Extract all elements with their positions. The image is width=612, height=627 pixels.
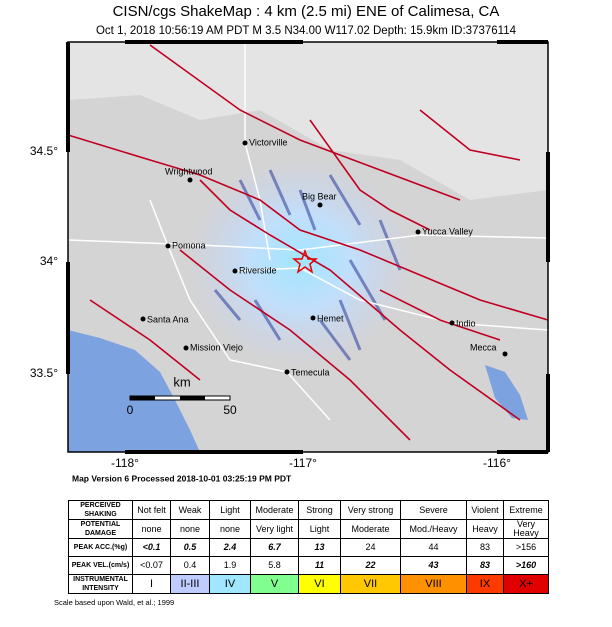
cities: Victorville Wrightwood Big Bear Yucca Va… [140, 137, 508, 377]
lon-label: -118° [111, 456, 139, 470]
table-cell: VII [340, 574, 401, 594]
table-cell: none [170, 519, 210, 539]
table-cell: VI [298, 574, 341, 594]
city-label: Mecca [470, 342, 497, 352]
table-cell: 5.8 [250, 556, 299, 575]
table-cell: V [250, 574, 299, 594]
table-row: POTENTIAL DAMAGE none none none Very light Li… [68, 519, 549, 539]
table-cell: Very strong [340, 500, 401, 520]
roads [67, 42, 549, 421]
scale-note: Scale based upon Wald, et al.; 1999 [54, 598, 174, 607]
table-cell: 0.4 [170, 556, 210, 575]
table-cell: none [209, 519, 251, 539]
table-cell: 24 [340, 538, 401, 557]
scale-start: 0 [127, 403, 134, 417]
table-cell: Extreme [503, 500, 549, 520]
lat-label: 34.5° [30, 144, 58, 158]
table-cell: IX [466, 574, 504, 594]
title: CISN/cgs ShakeMap : 4 km (2.5 mi) ENE of… [113, 3, 500, 20]
table-cell: 44 [400, 538, 467, 557]
table-cell: Very light [250, 519, 299, 539]
table-cell: X+ [503, 574, 549, 594]
map: Victorville Wrightwood Big Bear Yucca Va… [30, 40, 550, 470]
ocean [68, 330, 200, 452]
table-cell: 83 [466, 538, 504, 557]
row-label: PEAK ACC.(%g) [68, 538, 133, 557]
table-cell: <0.1 [132, 538, 171, 557]
table-cell: Light [209, 500, 251, 520]
table-cell: VIII [400, 574, 467, 594]
table-cell: Very Heavy [503, 519, 549, 539]
table-cell: Weak [170, 500, 210, 520]
table-cell: >160 [503, 556, 549, 575]
city-label: Yucca Valley [422, 226, 473, 236]
table-cell: <0.07 [132, 556, 171, 575]
city-label: Santa Ana [147, 314, 189, 324]
city-label: Hemet [317, 313, 344, 323]
table-cell: 22 [340, 556, 401, 575]
processed-note: Map Version 6 Processed 2018-10-01 03:25… [72, 473, 292, 483]
row-label: PEAK VEL.(cm/s) [68, 556, 133, 575]
table-row: PERCEIVED SHAKING Not felt Weak Light Modera… [68, 500, 549, 520]
table-cell: Mod./Heavy [400, 519, 467, 539]
table-cell: none [132, 519, 171, 539]
table-cell: 11 [298, 556, 341, 575]
table-cell: Violent [466, 500, 504, 520]
table-row: PEAK ACC.(%g) <0.1 0.5 2.4 6.7 13 24 44 83 >156 [68, 538, 549, 557]
table-cell: Light [298, 519, 341, 539]
table-cell: Strong [298, 500, 341, 520]
lat-label: 33.5° [30, 366, 58, 380]
scale-end: 50 [223, 403, 237, 417]
lon-label: -116° [483, 456, 511, 470]
row-label: POTENTIAL DAMAGE [68, 519, 133, 539]
lat-label: 34° [40, 254, 58, 268]
table-cell: 0.5 [170, 538, 210, 557]
intensity-table: PERCEIVED SHAKING Not felt Weak Light Modera… [68, 500, 549, 594]
city-label: Big Bear [302, 191, 337, 201]
city-label: Indio [456, 318, 476, 328]
table-cell: IV [209, 574, 251, 594]
table-cell: Moderate [250, 500, 299, 520]
table-cell: II-III [170, 574, 210, 594]
city-label: Temecula [291, 367, 330, 377]
table-cell: Severe [400, 500, 467, 520]
city-label: Riverside [239, 265, 277, 275]
city-label: Pomona [172, 240, 206, 250]
faults [67, 44, 549, 441]
table-cell: Heavy [466, 519, 504, 539]
table-cell: 2.4 [209, 538, 251, 557]
subtitle: Oct 1, 2018 10:56:19 AM PDT M 3.5 N34.00… [96, 25, 517, 37]
salton-sea [485, 365, 528, 420]
table-cell: >156 [503, 538, 549, 557]
table-cell: Moderate [340, 519, 401, 539]
epicenter [291, 248, 319, 274]
table-row: INSTRUMENTAL INTENSITY I II-III IV V VI VII VII… [68, 574, 549, 594]
terrain [68, 42, 548, 200]
shaking-texture [213, 169, 402, 361]
table-cell: 1.9 [209, 556, 251, 575]
lon-label: -117° [289, 456, 317, 470]
table-row: PEAK VEL.(cm/s) <0.07 0.4 1.9 5.8 11 22 43 83 >16… [68, 556, 549, 575]
city-label: Wrightwood [165, 166, 212, 176]
scale-unit: km [173, 374, 190, 389]
shaking-area [185, 157, 415, 367]
table-cell: 6.7 [250, 538, 299, 557]
table-cell: 43 [400, 556, 467, 575]
table-cell: 83 [466, 556, 504, 575]
table-cell: I [132, 574, 171, 594]
table-cell: Not felt [132, 500, 171, 520]
row-label: PERCEIVED SHAKING [68, 500, 133, 520]
city-label: Victorville [249, 137, 287, 147]
table-cell: 13 [298, 538, 341, 557]
frame-ticks [66, 40, 550, 454]
scale-bar: km 0 50 [127, 374, 237, 417]
row-label: INSTRUMENTAL INTENSITY [68, 574, 133, 594]
city-label: Mission Viejo [190, 342, 243, 352]
